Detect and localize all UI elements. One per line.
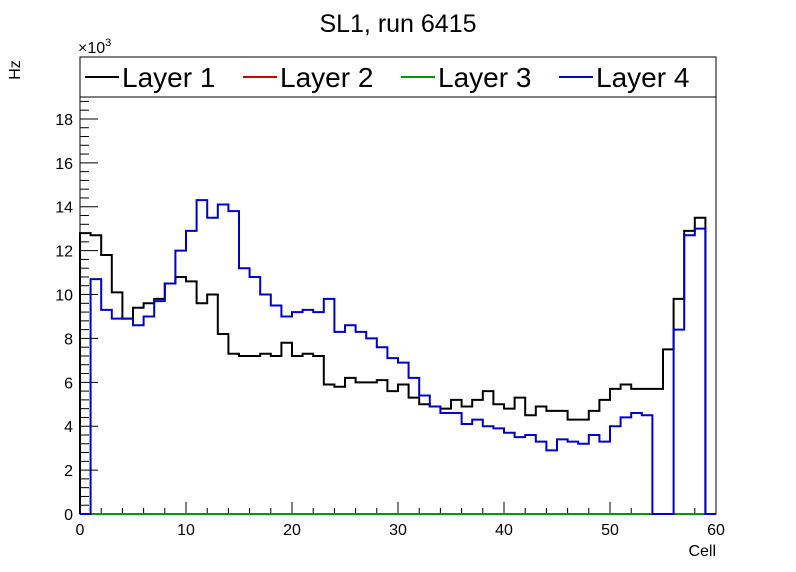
y-tick-label: 18 [55,112,73,129]
plot-frame [79,96,717,515]
legend-label: Layer 4 [596,62,689,93]
series-line-layer-4 [80,199,716,515]
x-tick-label: 50 [601,522,619,539]
tick-labels: 0 10 20 30 40 50 60 0 2 4 6 8 10 12 14 16 18 [55,112,725,539]
x-tick-label: 40 [495,522,513,539]
y-tick-label: 12 [55,244,73,261]
x-axis-label: Cell [688,543,716,560]
y-tick-label: 2 [64,463,73,480]
y-tick-label: 8 [64,331,73,348]
data-series [79,199,716,515]
y-tick-label: 10 [55,288,73,305]
y-multiplier-exponent: 3 [105,37,111,49]
legend-label: Layer 3 [438,62,531,93]
x-tick-label: 10 [177,522,195,539]
legend-label: Layer 1 [122,62,215,93]
x-tick-label: 0 [76,522,85,539]
legend: Layer 1 Layer 2 Layer 3 Layer 4 [79,56,717,98]
legend-label: Layer 2 [280,62,373,93]
x-tick-label: 60 [707,522,725,539]
y-tick-label: 0 [64,507,73,524]
y-tick-label: 14 [55,200,73,217]
y-multiplier: ×103 [78,37,111,57]
chart-title: SL1, run 6415 [319,10,476,38]
y-tick-label: 6 [64,375,73,392]
axes [79,96,717,515]
x-tick-label: 30 [389,522,407,539]
y-multiplier-base: ×10 [78,40,105,57]
y-tick-label: 4 [64,419,73,436]
x-tick-label: 20 [283,522,301,539]
y-tick-label: 16 [55,156,73,173]
legend-box [79,56,717,98]
y-axis-label: Hz [7,60,24,80]
